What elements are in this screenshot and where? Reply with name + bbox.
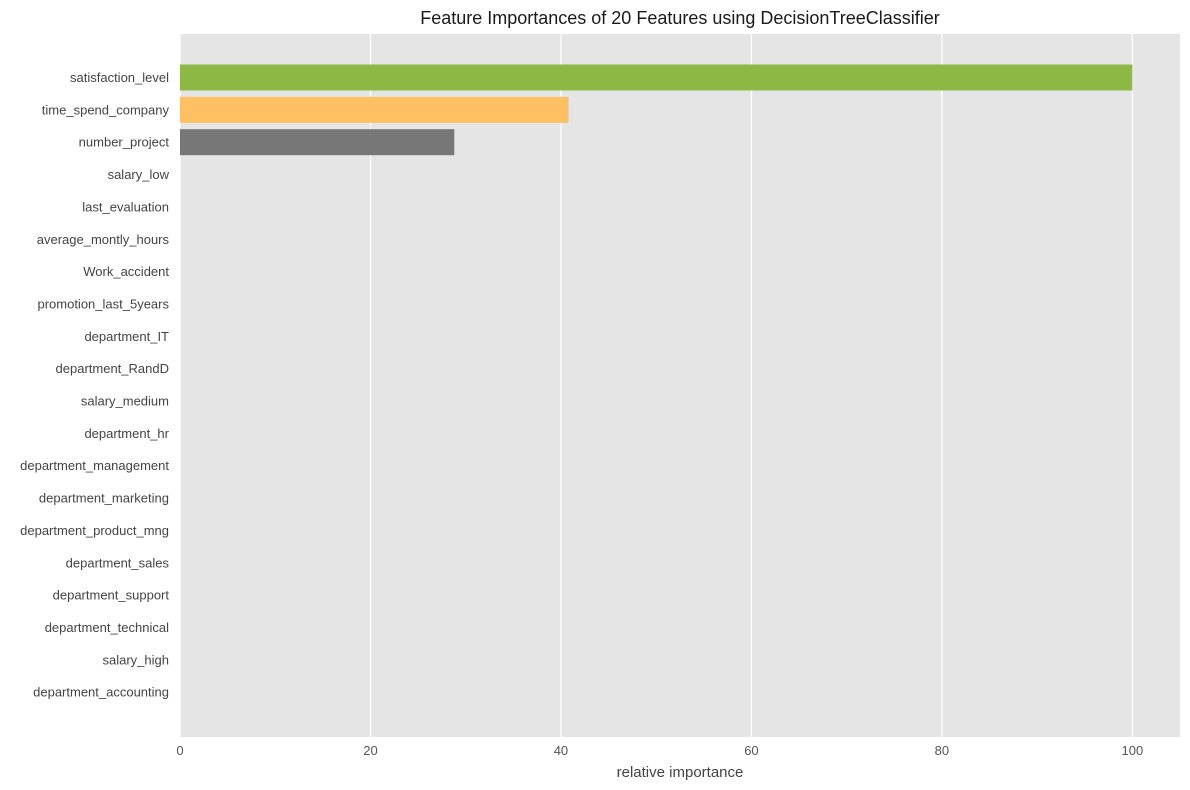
bars xyxy=(180,64,1133,156)
category-label: satisfaction_level xyxy=(70,70,169,85)
category-label: department_marketing xyxy=(39,491,169,506)
category-label: department_RandD xyxy=(56,361,169,376)
category-label: department_accounting xyxy=(33,685,169,700)
x-tick-label: 0 xyxy=(176,743,183,758)
category-label: department_support xyxy=(53,588,170,603)
category-label: department_technical xyxy=(45,620,169,635)
category-label: department_IT xyxy=(84,329,169,344)
category-label: department_sales xyxy=(66,555,170,570)
category-label: salary_medium xyxy=(81,394,169,409)
category-label: salary_low xyxy=(108,167,170,182)
x-tick-label: 100 xyxy=(1122,743,1144,758)
x-tick-label: 40 xyxy=(554,743,568,758)
category-label: salary_high xyxy=(103,652,170,667)
bar-number_project xyxy=(180,129,455,156)
x-tick-label: 20 xyxy=(363,743,377,758)
category-label: number_project xyxy=(79,135,170,150)
x-tick-label: 80 xyxy=(935,743,949,758)
category-label: department_hr xyxy=(84,426,169,441)
category-label: department_product_mng xyxy=(20,523,169,538)
x-tick-labels: 0 20 40 60 80 100 xyxy=(176,743,1143,758)
category-label: last_evaluation xyxy=(82,199,169,214)
category-label: Work_accident xyxy=(83,264,169,279)
x-tick-label: 60 xyxy=(744,743,758,758)
chart-title: Feature Importances of 20 Features using… xyxy=(420,8,940,28)
category-label: average_montly_hours xyxy=(37,232,170,247)
bar-time_spend_company xyxy=(180,96,569,123)
bar-satisfaction_level xyxy=(180,64,1133,91)
category-label: promotion_last_5years xyxy=(37,296,169,311)
x-axis-label: relative importance xyxy=(617,764,744,781)
category-label: department_management xyxy=(20,458,169,473)
category-labels: satisfaction_level time_spend_companynumb… xyxy=(20,70,170,700)
category-label: time_spend_company xyxy=(42,102,170,117)
